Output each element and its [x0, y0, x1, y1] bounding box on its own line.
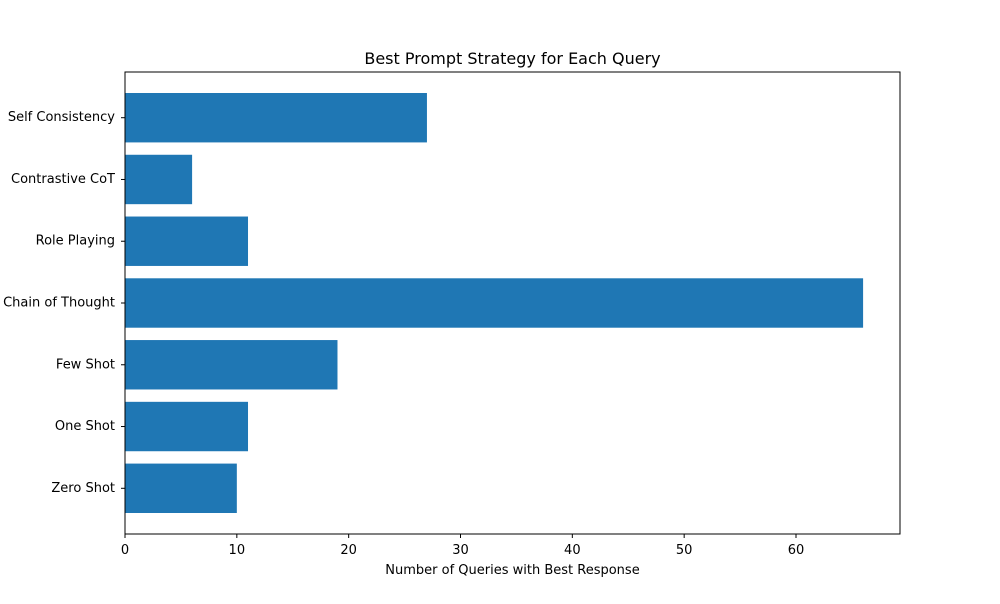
y-tick-label: Self Consistency — [8, 110, 115, 125]
bar-few-shot — [125, 340, 338, 390]
bar-zero-shot — [125, 463, 237, 513]
y-tick-label: One Shot — [55, 419, 115, 434]
bar-chain-of-thought — [125, 278, 864, 328]
x-tick-label: 10 — [229, 543, 246, 558]
bar-role-playing — [125, 216, 249, 266]
bars-group — [125, 93, 864, 513]
x-axis-ticks: 0 10 20 30 40 50 60 — [121, 534, 804, 558]
y-tick-label: Role Playing — [36, 234, 115, 249]
x-tick-label: 30 — [452, 543, 469, 558]
plot-frame — [124, 71, 901, 535]
y-tick-label: Contrastive CoT — [11, 172, 115, 187]
x-tick-label: 60 — [788, 543, 805, 558]
chart-title: Best Prompt Strategy for Each Query — [364, 49, 660, 68]
y-tick-label: Chain of Thought — [3, 296, 115, 311]
x-tick-label: 20 — [340, 543, 357, 558]
y-axis-ticks: Zero Shot One Shot Few Shot Chain of Though… — [3, 110, 125, 496]
y-tick-label: Few Shot — [56, 357, 115, 372]
bar-self-consistency — [125, 93, 427, 143]
x-tick-label: 40 — [564, 543, 581, 558]
x-tick-label: 50 — [676, 543, 693, 558]
x-axis-label: Number of Queries with Best Response — [385, 563, 639, 578]
x-tick-label: 0 — [121, 543, 129, 558]
bar-contrastive-cot — [125, 154, 193, 205]
y-tick-label: Zero Shot — [51, 481, 115, 496]
bar-one-shot — [125, 401, 249, 452]
